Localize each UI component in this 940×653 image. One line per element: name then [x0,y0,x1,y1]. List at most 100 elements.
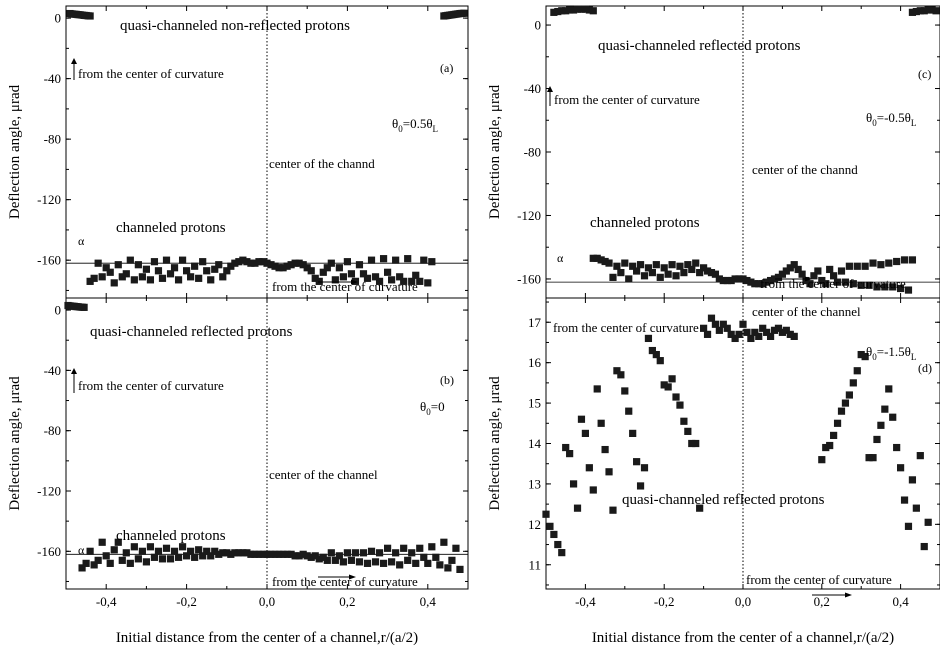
data-point [412,271,420,279]
data-point [640,464,649,472]
data-point [700,264,708,272]
data-point [110,546,118,554]
data-point [664,270,672,278]
data-point [343,258,351,266]
data-point [339,558,347,566]
data-point [873,435,881,444]
theta-label: θ0=0.5θL [392,116,438,134]
data-point [174,553,183,561]
data-point [219,273,227,281]
data-point [566,6,574,14]
data-point [900,256,909,264]
data-point [573,5,582,13]
data-point [287,550,295,558]
data-point [215,261,223,269]
data-point [912,7,920,16]
data-point [327,259,335,267]
data-point [138,547,146,555]
data-point [593,254,601,262]
arrow-up-head [547,86,553,92]
data-point [908,8,917,16]
data-point [743,328,751,336]
data-point [778,328,786,336]
panel-a: 0 -40 -80 -120 -160 α Deflection angle, μrad (a… [7,5,469,299]
data-point [392,256,400,264]
annotation-from-center-top: from the center of curvature [78,378,224,393]
data-point [826,265,834,274]
y-tick-label: 17 [528,315,542,330]
panel-label: (b) [440,373,454,387]
data-point [703,267,712,275]
data-point [203,267,211,275]
data-point [759,280,767,288]
data-point [392,549,400,557]
data-point [566,450,574,458]
data-point [664,383,672,391]
data-point [581,429,589,437]
data-point [688,265,696,274]
data-point [711,320,720,328]
data-point [102,264,110,272]
data-point [869,454,877,462]
data-point [78,564,86,572]
data-point [142,265,150,273]
data-point [114,261,122,269]
data-point [652,261,660,269]
data-point [130,276,138,284]
data-point [680,269,688,277]
data-point [80,303,88,311]
data-point [727,276,735,285]
x-tick-label: 0,4 [420,594,437,609]
data-point [755,332,763,340]
data-point [640,272,649,280]
data-point [448,556,456,564]
data-point [889,283,897,291]
data-point [613,262,621,270]
theta-label: θ0=-0.5θL [866,110,916,128]
data-point [211,265,219,273]
data-point [562,7,570,15]
y-tick-label: -120 [517,208,541,223]
data-point [291,259,299,267]
data-point [263,550,271,558]
data-point [408,549,416,557]
annotation-center: center of the channel [752,304,861,319]
data-point [279,550,287,558]
data-point [295,259,303,267]
data-point [656,357,664,365]
data-point [656,273,664,281]
plot-frame [545,297,940,590]
data-point [920,7,928,15]
data-point [114,538,122,546]
data-point [707,314,716,322]
data-point [199,552,207,560]
data-point [700,324,708,332]
data-point [90,561,98,569]
data-point [331,276,339,284]
data-point [585,464,593,472]
data-point [146,543,155,551]
x-tick-label: -0,4 [575,594,596,609]
data-point [355,558,364,566]
data-point [319,268,327,276]
data-point [187,273,195,281]
data-point [692,259,700,267]
data-point [283,550,291,558]
data-point [680,417,688,425]
data-point [715,326,723,334]
data-point [554,7,562,16]
data-point [98,538,106,546]
data-point [648,269,656,277]
y-tick-label: -40 [524,81,541,96]
data-point [581,5,589,13]
data-point [853,262,861,270]
data-point [763,328,771,336]
data-point [841,278,850,286]
data-point [719,320,727,328]
data-point [636,261,645,269]
data-point [162,544,171,552]
data-point [404,556,412,564]
data-point [597,256,605,264]
data-point [727,330,735,338]
data-point [428,543,436,551]
